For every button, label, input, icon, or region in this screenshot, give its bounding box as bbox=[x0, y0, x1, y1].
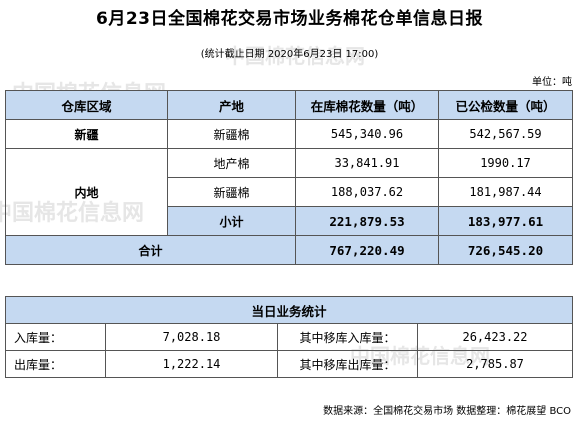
stat-label: 入库量： bbox=[5, 323, 106, 351]
table-row: 内地 地产棉 33,841.91 1990.17 bbox=[5, 148, 573, 236]
table-header-row: 仓库区域 产地 在库棉花数量（吨） 已公检数量（吨） bbox=[5, 90, 573, 120]
total-label: 合计 bbox=[5, 235, 296, 265]
subtotal-inspected: 183,977.61 bbox=[438, 206, 573, 236]
stat-label: 其中移库入库量： bbox=[277, 323, 418, 351]
stats-title: 当日业务统计 bbox=[4, 296, 574, 324]
table-row: 出库量： 1,222.14 其中移库出库量： 2,785.87 bbox=[5, 350, 574, 378]
stock-cell: 545,340.96 bbox=[295, 119, 439, 149]
stat-value: 1,222.14 bbox=[105, 350, 278, 378]
inspected-cell: 542,567.59 bbox=[438, 119, 573, 149]
column-header: 仓库区域 bbox=[5, 90, 168, 120]
origin-cell: 地产棉 bbox=[167, 148, 296, 178]
origin-cell: 新疆棉 bbox=[167, 119, 296, 149]
subtotal-row: 小计 221,879.53 183,977.61 bbox=[6, 206, 573, 236]
stats-header-row: 当日业务统计 bbox=[4, 296, 574, 324]
warehouse-receipt-table: 仓库区域 产地 在库棉花数量（吨） 已公检数量（吨） 新疆 新疆棉 545,34… bbox=[5, 90, 573, 265]
stock-cell: 188,037.62 bbox=[295, 177, 439, 207]
total-inspected: 726,545.20 bbox=[438, 235, 573, 265]
stock-cell: 33,841.91 bbox=[295, 148, 439, 178]
subtotal-stock: 221,879.53 bbox=[295, 206, 439, 236]
column-header: 已公检数量（吨） bbox=[438, 90, 573, 120]
stat-value: 7,028.18 bbox=[105, 323, 278, 351]
data-source: 数据来源：全国棉花交易市场 数据整理：棉花展望 BCO bbox=[323, 406, 571, 417]
page-title: 6月23日全国棉花交易市场业务棉花仓单信息日报 bbox=[96, 9, 483, 29]
unit-label: 单位：吨 bbox=[532, 77, 572, 88]
table-row: 新疆 新疆棉 545,340.96 542,567.59 bbox=[5, 119, 573, 149]
stat-value: 26,423.22 bbox=[416, 323, 574, 351]
table-row: 新疆棉 188,037.62 181,987.44 bbox=[6, 177, 573, 207]
column-header: 在库棉花数量（吨） bbox=[295, 90, 439, 120]
stat-label: 其中移库出库量： bbox=[277, 350, 418, 378]
stat-value: 2,785.87 bbox=[416, 350, 574, 378]
table-row: 入库量： 7,028.18 其中移库入库量： 26,423.22 bbox=[5, 323, 574, 351]
stat-label: 出库量： bbox=[5, 350, 106, 378]
region-cell: 新疆 bbox=[5, 119, 168, 149]
region-cell: 内地 bbox=[5, 148, 168, 236]
inspected-cell: 181,987.44 bbox=[438, 177, 573, 207]
origin-cell: 新疆棉 bbox=[167, 177, 296, 207]
page-subtitle: (统计截止日期 2020年6月23日 17:00) bbox=[200, 49, 379, 60]
daily-stats-table: 当日业务统计 入库量： 7,028.18 其中移库入库量： 26,423.22 … bbox=[4, 296, 574, 378]
total-row: 合计 767,220.49 726,545.20 bbox=[5, 235, 573, 265]
subtotal-label: 小计 bbox=[167, 206, 296, 236]
column-header: 产地 bbox=[167, 90, 296, 120]
inspected-cell: 1990.17 bbox=[438, 148, 573, 178]
total-stock: 767,220.49 bbox=[295, 235, 439, 265]
